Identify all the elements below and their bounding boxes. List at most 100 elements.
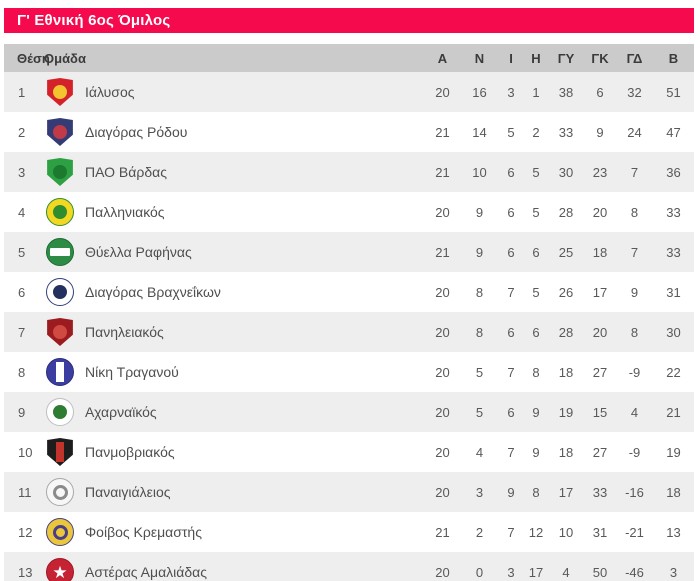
stat-cell-points: 36: [666, 164, 681, 180]
stat-cell-draws: 3: [507, 564, 515, 580]
stat-cell-losses: 9: [532, 444, 540, 460]
table-header-row: Θέση Ομάδα Α Ν Ι Η ΓΥ ΓΚ ΓΔ Β: [4, 44, 694, 72]
niki-traganou-crest: [46, 358, 74, 386]
crest-motif: [52, 524, 68, 540]
team-logo-cell: [44, 198, 84, 226]
stat-cell-goals-for: 18: [558, 364, 574, 380]
stat-cell-goals-against: 18: [592, 244, 608, 260]
crest-motif: [53, 325, 67, 339]
stat-cell-played: 20: [435, 564, 450, 580]
crest-motif: [52, 484, 68, 500]
stat-cell-wins: 14: [472, 124, 487, 140]
table-row[interactable]: 8 Νίκη Τραγανού 20 5 7 8 18 27 -9 22: [4, 352, 694, 392]
team-name: Πανηλειακός: [85, 324, 164, 340]
stat-cell-goals-for: 28: [558, 204, 574, 220]
stat-cell-losses: 6: [532, 244, 540, 260]
stat-cell-wins: 5: [475, 364, 484, 380]
stat-cell-goal-diff: 7: [630, 244, 639, 260]
widget-title-bar: Γ' Εθνική 6ος Όμιλος: [4, 8, 694, 33]
table-row[interactable]: 1 Ιάλυσος 20 16 3 1 38 6 32 51: [4, 72, 694, 112]
table-row[interactable]: 2 Διαγόρας Ρόδου 21 14 5 2 33 9 24 47: [4, 112, 694, 152]
stat-cell-points: 30: [666, 324, 681, 340]
stat-cell-played: 21: [435, 164, 450, 180]
stat-cell-losses: 6: [532, 324, 540, 340]
table-row[interactable]: 4 Παλληνιακός 20 9 6 5 28 20 8 33: [4, 192, 694, 232]
team-header: Ομάδα: [44, 50, 86, 66]
stat-cell-played: 20: [435, 404, 450, 420]
team-name: Πανμοβριακός: [85, 444, 175, 460]
position-cell: 12: [18, 524, 33, 540]
team-name: ΠΑΟ Βάρδας: [85, 164, 167, 180]
panaigialeios-crest: [46, 478, 74, 506]
stat-cell-goals-against: 15: [592, 404, 608, 420]
stat-cell-goal-diff: -46: [625, 564, 644, 580]
standings-table: Θέση Ομάδα Α Ν Ι Η ΓΥ ΓΚ ΓΔ Β 1 Ιάλυσος …: [4, 44, 694, 581]
crest-motif: [53, 285, 67, 299]
crest-motif: [56, 442, 64, 462]
stat-cell-goals-for: 18: [558, 444, 574, 460]
stat-cell-points: 13: [666, 524, 681, 540]
stat-cell-wins: 16: [472, 84, 487, 100]
position-cell: 5: [18, 244, 26, 260]
table-row[interactable]: 7 Πανηλειακός 20 8 6 6 28 20 8 30: [4, 312, 694, 352]
stat-cell-wins: 10: [472, 164, 487, 180]
stat-cell-goal-diff: -16: [625, 484, 644, 500]
table-row[interactable]: 6 Διαγόρας Βραχνεΐκων 20 8 7 5 26 17 9 3…: [4, 272, 694, 312]
team-name: Φοίβος Κρεμαστής: [85, 524, 202, 540]
stat-cell-played: 21: [435, 524, 450, 540]
stat-cell-goals-for: 19: [558, 404, 574, 420]
team-logo-cell: [44, 158, 84, 186]
stat-cell-played: 20: [435, 324, 450, 340]
position-cell: 11: [18, 484, 32, 500]
stat-cell-draws: 7: [507, 284, 515, 300]
stat-header-played: Α: [437, 50, 448, 66]
team-name: Ιάλυσος: [85, 84, 135, 100]
stat-cell-wins: 8: [475, 324, 484, 340]
stat-cell-played: 20: [435, 484, 450, 500]
position-cell: 6: [18, 284, 26, 300]
team-logo-cell: ★: [44, 558, 84, 581]
team-logo-cell: [44, 438, 84, 466]
stat-cell-points: 3: [669, 564, 678, 580]
stat-cell-goals-against: 23: [592, 164, 608, 180]
table-row[interactable]: 5 Θύελλα Ραφήνας 21 9 6 6 25 18 7 33: [4, 232, 694, 272]
stat-cell-draws: 6: [507, 404, 515, 420]
standings-rows: 1 Ιάλυσος 20 16 3 1 38 6 32 51 2 Διαγόρα…: [4, 72, 694, 581]
table-row[interactable]: 13 ★ Αστέρας Αμαλιάδας 20 0 3 17 4 50 -4…: [4, 552, 694, 581]
table-row[interactable]: 9 Αχαρναϊκός 20 5 6 9 19 15 4 21: [4, 392, 694, 432]
stat-cell-losses: 1: [532, 84, 540, 100]
stat-cell-draws: 3: [507, 84, 515, 100]
team-name: Παλληνιακός: [85, 204, 165, 220]
widget-title: Γ' Εθνική 6ος Όμιλος: [17, 12, 171, 29]
stat-cell-losses: 5: [532, 284, 540, 300]
diagoras-rodou-crest: [47, 118, 73, 146]
stat-cell-played: 20: [435, 444, 450, 460]
stat-cell-goals-for: 38: [558, 84, 574, 100]
thyella-rafinas-crest: [46, 238, 74, 266]
stat-cell-played: 21: [435, 124, 450, 140]
team-name: Νίκη Τραγανού: [85, 364, 179, 380]
stat-cell-draws: 6: [507, 244, 515, 260]
stat-cell-goals-for: 17: [558, 484, 574, 500]
table-row[interactable]: 3 ΠΑΟ Βάρδας 21 10 6 5 30 23 7 36: [4, 152, 694, 192]
stat-cell-goal-diff: -9: [628, 444, 641, 460]
stat-cell-losses: 2: [532, 124, 540, 140]
panmovriakos-crest: [47, 438, 73, 466]
team-name: Παναιγιάλειος: [85, 484, 171, 500]
crest-motif: [50, 248, 70, 256]
table-row[interactable]: 10 Πανμοβριακός 20 4 7 9 18 27 -9 19: [4, 432, 694, 472]
table-row[interactable]: 11 Παναιγιάλειος 20 3 9 8 17 33 -16 18: [4, 472, 694, 512]
stat-cell-wins: 4: [475, 444, 484, 460]
stat-cell-draws: 7: [507, 364, 515, 380]
stat-cell-wins: 8: [475, 284, 484, 300]
stat-cell-points: 47: [666, 124, 681, 140]
team-logo-cell: [44, 358, 84, 386]
table-row[interactable]: 12 Φοίβος Κρεμαστής 21 2 7 12 10 31 -21 …: [4, 512, 694, 552]
stat-header-goal-diff: ΓΔ: [626, 50, 643, 66]
team-logo-cell: [44, 78, 84, 106]
position-cell: 1: [18, 84, 26, 100]
team-name: Διαγόρας Βραχνεΐκων: [85, 284, 221, 300]
stat-cell-goal-diff: 4: [630, 404, 639, 420]
position-cell: 13: [18, 564, 33, 580]
